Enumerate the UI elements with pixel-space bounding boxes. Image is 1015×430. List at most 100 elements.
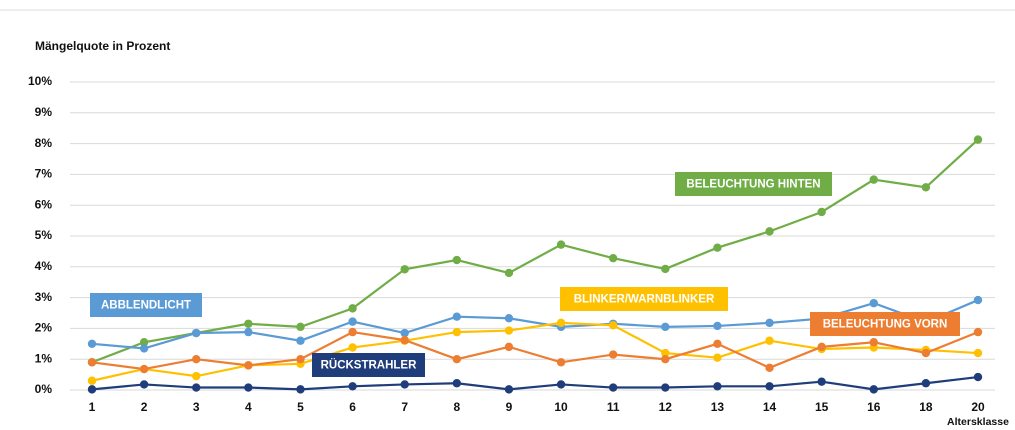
point	[504, 385, 514, 394]
point	[348, 327, 357, 337]
series-line	[91, 321, 979, 382]
point	[504, 314, 514, 323]
series-label: RÜCKSTRAHLER	[321, 359, 418, 372]
point	[713, 321, 722, 331]
label-box	[810, 312, 960, 336]
point	[869, 175, 878, 184]
point	[400, 380, 409, 389]
point	[713, 339, 722, 348]
point	[765, 336, 774, 345]
point	[661, 322, 670, 332]
point	[244, 361, 253, 370]
y-tick-label: 3%	[35, 290, 53, 304]
y-tick-label: 4%	[35, 259, 53, 273]
point	[296, 355, 305, 364]
point	[504, 326, 514, 335]
point	[765, 318, 774, 328]
x-tick-label: 13	[711, 400, 725, 414]
point	[348, 304, 357, 313]
point	[973, 135, 983, 144]
point	[608, 350, 618, 359]
x-tick-label: 18	[919, 400, 933, 414]
y-tick-label: 0%	[35, 382, 53, 396]
point	[869, 338, 878, 347]
point	[452, 327, 462, 337]
series-line	[91, 375, 979, 391]
point	[348, 317, 357, 326]
point	[713, 243, 722, 252]
point	[87, 385, 97, 394]
y-tick-label: 9%	[35, 105, 53, 119]
point	[348, 343, 357, 352]
label-box	[675, 172, 832, 196]
y-tick-label: 5%	[35, 228, 53, 242]
y-tick-label: 2%	[35, 321, 53, 335]
series-line	[91, 330, 979, 371]
point	[139, 344, 149, 353]
point	[608, 253, 618, 263]
point	[452, 312, 462, 321]
point	[921, 183, 931, 192]
x-tick-label: 1	[89, 400, 96, 414]
point	[817, 377, 826, 386]
x-tick-label: 14	[763, 400, 777, 414]
point	[192, 371, 201, 381]
point	[452, 379, 462, 388]
point	[87, 339, 97, 348]
series-label: BLINKER/WARNBLINKER	[574, 294, 715, 306]
point	[192, 355, 201, 364]
point	[973, 372, 983, 382]
x-tick-label: 11	[607, 400, 620, 414]
x-tick-label: 12	[659, 400, 673, 414]
point	[556, 240, 566, 249]
point	[973, 348, 983, 358]
label-box	[560, 287, 728, 311]
series-label: BELEUCHTUNG HINTEN	[686, 179, 820, 191]
chart-title: Mängelquote in Prozent	[35, 39, 170, 53]
point	[661, 355, 670, 364]
x-tick-label: 9	[506, 400, 513, 414]
point	[921, 348, 931, 358]
point	[296, 322, 305, 332]
point	[713, 382, 722, 391]
point	[661, 348, 670, 358]
x-tick-label: 2	[141, 400, 148, 414]
point	[817, 342, 826, 352]
point	[661, 264, 670, 274]
point	[244, 319, 253, 328]
point	[765, 363, 774, 373]
y-tick-label: 10%	[28, 74, 52, 88]
point	[921, 379, 931, 388]
x-tick-label: 8	[453, 400, 460, 414]
y-tick-label: 6%	[35, 197, 53, 211]
series-label: BELEUCHTUNG VORN	[823, 319, 948, 331]
point	[348, 382, 357, 391]
point	[192, 328, 201, 338]
point	[556, 358, 566, 367]
point	[608, 321, 618, 330]
point	[556, 318, 566, 328]
y-tick-label: 8%	[35, 136, 53, 150]
point	[87, 376, 97, 385]
point	[973, 295, 983, 305]
point	[765, 382, 774, 391]
point	[296, 336, 305, 345]
x-tick-label: 20	[971, 400, 985, 414]
point	[244, 327, 253, 337]
label-box	[312, 353, 425, 377]
y-tick-label: 7%	[35, 167, 53, 181]
x-tick-label: 10	[554, 400, 568, 414]
point	[452, 255, 462, 265]
point	[296, 385, 305, 394]
point	[400, 335, 409, 345]
series-line	[91, 138, 979, 364]
point	[452, 355, 462, 364]
x-tick-label: 16	[867, 400, 881, 414]
point	[87, 358, 97, 367]
point	[244, 383, 253, 392]
point	[817, 207, 826, 217]
point	[713, 353, 722, 362]
point	[765, 227, 774, 236]
point	[869, 385, 878, 394]
